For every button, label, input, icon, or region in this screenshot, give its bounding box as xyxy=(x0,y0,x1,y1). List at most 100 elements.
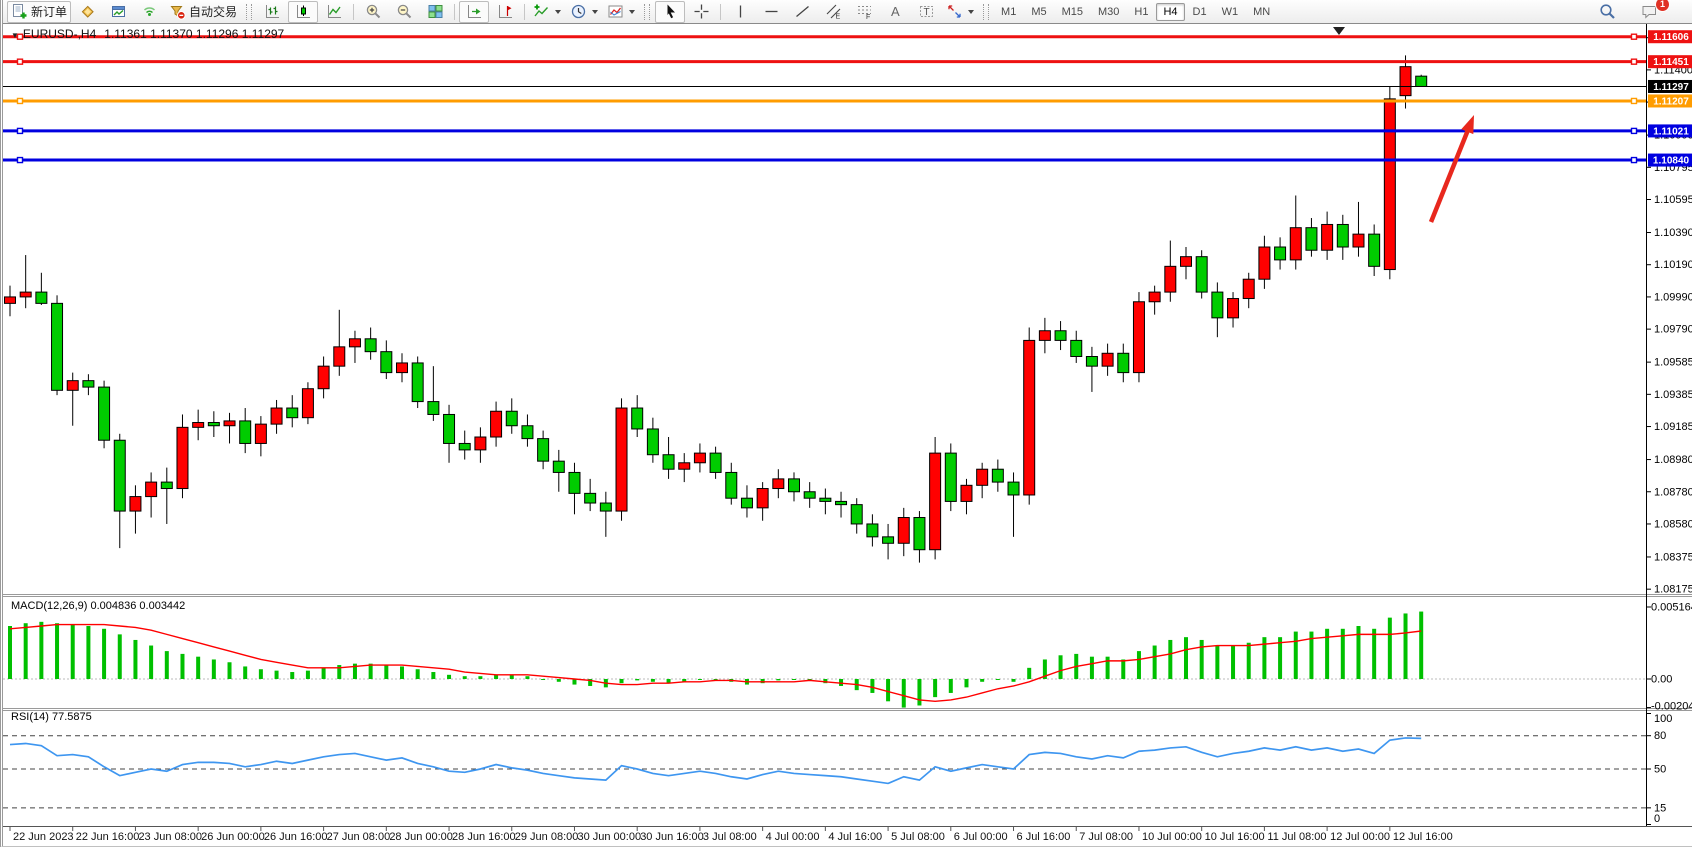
toolbar-separator xyxy=(454,3,456,20)
arrows-button[interactable] xyxy=(942,1,978,23)
svg-text:E: E xyxy=(835,14,840,21)
macd-axis: 0.005164 0.00 -0.002048 xyxy=(1646,601,1692,713)
chart-shift-marker[interactable] xyxy=(1333,27,1345,35)
text-label-button[interactable]: T xyxy=(911,1,941,23)
svg-text:4 Jul 16:00: 4 Jul 16:00 xyxy=(828,831,882,843)
equidistant-channel-button[interactable]: E xyxy=(818,1,848,23)
text-icon: A xyxy=(891,4,900,19)
svg-text:1.11451: 1.11451 xyxy=(1653,57,1689,68)
timeframe-button-w1[interactable]: W1 xyxy=(1221,5,1239,18)
svg-text:50: 50 xyxy=(1654,764,1666,776)
templates-button[interactable] xyxy=(603,1,639,23)
autotrading-icon xyxy=(170,6,186,20)
svg-text:1.10190: 1.10190 xyxy=(1654,259,1692,271)
trendline-icon xyxy=(795,6,809,17)
svg-text:1.08375: 1.08375 xyxy=(1654,551,1692,563)
svg-text:1.11207: 1.11207 xyxy=(1653,96,1689,107)
svg-text:T: T xyxy=(923,7,929,18)
notifications-button[interactable]: 1 xyxy=(1634,0,1670,23)
svg-text:1.11297: 1.11297 xyxy=(1653,82,1689,93)
signals-icon xyxy=(143,7,155,16)
auto-scroll-button[interactable] xyxy=(459,0,490,23)
timeframe-button-m1[interactable]: M1 xyxy=(1001,5,1017,18)
search-icon xyxy=(1599,4,1615,19)
toolbar-grip xyxy=(644,3,651,20)
tile-windows-icon xyxy=(428,5,443,18)
metaeditor-icon xyxy=(81,5,94,18)
horizontal-line-object[interactable] xyxy=(3,97,1646,105)
bar-chart-button[interactable] xyxy=(257,1,287,23)
signals-button[interactable] xyxy=(134,1,164,23)
macd-pane xyxy=(3,611,1646,708)
horizontal-line-object[interactable] xyxy=(3,127,1646,135)
periods-button[interactable] xyxy=(566,1,602,23)
timeframe-button-d1[interactable]: D1 xyxy=(1192,5,1207,18)
timeframe-button-m30[interactable]: M30 xyxy=(1098,5,1120,18)
svg-text:30 Jun 00:00: 30 Jun 00:00 xyxy=(577,831,641,843)
timeframe-button-m15[interactable]: M15 xyxy=(1061,5,1083,18)
timeframe-button-mn[interactable]: MN xyxy=(1253,5,1271,18)
svg-text:1.08580: 1.08580 xyxy=(1654,518,1692,530)
chart-canvas[interactable]: 1.116001.114001.112001.109951.107951.105… xyxy=(3,0,1692,847)
horizontal-line-object[interactable] xyxy=(3,58,1646,65)
svg-text:1.11021: 1.11021 xyxy=(1653,126,1689,137)
svg-text:22 Jun 16:00: 22 Jun 16:00 xyxy=(76,831,140,843)
toolbar-grip xyxy=(246,3,253,20)
svg-text:100: 100 xyxy=(1654,713,1672,725)
svg-text:1.08175: 1.08175 xyxy=(1654,584,1692,596)
zoom-in-icon xyxy=(366,4,380,19)
chart-shift-button[interactable] xyxy=(490,1,520,23)
svg-text:1.08980: 1.08980 xyxy=(1654,454,1692,466)
time-axis: 22 Jun 2023 22 Jun 16:00 23 Jun 08:00 26 Ju… xyxy=(9,826,1453,843)
toolbar-separator xyxy=(353,3,355,20)
crosshair-button[interactable] xyxy=(686,1,716,23)
indicators-button[interactable] xyxy=(529,1,565,23)
text-label-icon: T xyxy=(919,6,933,18)
new-order-button[interactable]: 新订单 xyxy=(7,0,72,23)
chart-ohlc-values: 1.11361 1.11370 1.11296 1.11297 xyxy=(104,27,285,41)
chart-area: 1.116001.114001.112001.109951.107951.105… xyxy=(3,0,1692,846)
vertical-line-button[interactable] xyxy=(725,1,755,23)
svg-text:1.08780: 1.08780 xyxy=(1654,486,1692,498)
text-button[interactable]: A xyxy=(880,1,910,23)
fibonacci-button[interactable]: F xyxy=(849,1,879,23)
search-button[interactable] xyxy=(1592,1,1622,23)
candles-layer xyxy=(4,55,1428,563)
horizontal-line-icon xyxy=(765,10,778,13)
cursor-button[interactable] xyxy=(655,0,686,23)
notification-badge: 1 xyxy=(1655,0,1670,12)
horizontal-line-button[interactable] xyxy=(756,1,786,23)
horizontal-line-object[interactable] xyxy=(3,33,1646,40)
candlestick-chart-button[interactable] xyxy=(288,0,319,23)
trend-arrow-object[interactable] xyxy=(1428,115,1474,223)
chart-header: ▼ EURUSD-,H4 1.11361 1.11370 1.11296 1.112… xyxy=(11,27,284,41)
svg-text:23 Jun 08:00: 23 Jun 08:00 xyxy=(138,831,202,843)
timeframe-button-m5[interactable]: M5 xyxy=(1031,5,1047,18)
toolbar-grip xyxy=(983,3,990,20)
timeframe-button-h1[interactable]: H1 xyxy=(1134,5,1149,18)
metaeditor-button[interactable] xyxy=(72,1,102,23)
zoom-out-button[interactable] xyxy=(389,1,419,23)
svg-text:1.09585: 1.09585 xyxy=(1654,357,1692,369)
svg-text:22 Jun 2023: 22 Jun 2023 xyxy=(13,831,74,843)
svg-text:11 Jul 08:00: 11 Jul 08:00 xyxy=(1267,831,1326,843)
line-chart-button[interactable] xyxy=(319,1,349,23)
fibonacci-icon: F xyxy=(857,6,871,20)
symbol-dropdown-icon[interactable]: ▼ xyxy=(11,31,19,40)
toolbar-separator xyxy=(720,3,722,20)
new-order-icon xyxy=(13,4,27,19)
trendline-button[interactable] xyxy=(787,1,817,23)
clock-icon xyxy=(571,4,586,19)
zoom-in-button[interactable] xyxy=(358,1,388,23)
autotrading-button[interactable]: 自动交易 xyxy=(165,1,241,23)
price-axis: 1.116001.114001.112001.109951.107951.105… xyxy=(1646,32,1692,596)
svg-text:0: 0 xyxy=(1654,813,1660,825)
horizontal-line-object[interactable] xyxy=(3,156,1646,164)
svg-text:1.09185: 1.09185 xyxy=(1654,421,1692,433)
toolbar: 新订单 xyxy=(3,0,1692,24)
timeframe-button-h4[interactable]: H4 xyxy=(1156,2,1185,21)
tile-windows-button[interactable] xyxy=(420,1,450,23)
charts-window-button[interactable] xyxy=(103,1,133,23)
chart-title: EURUSD-,H4 xyxy=(22,27,97,41)
